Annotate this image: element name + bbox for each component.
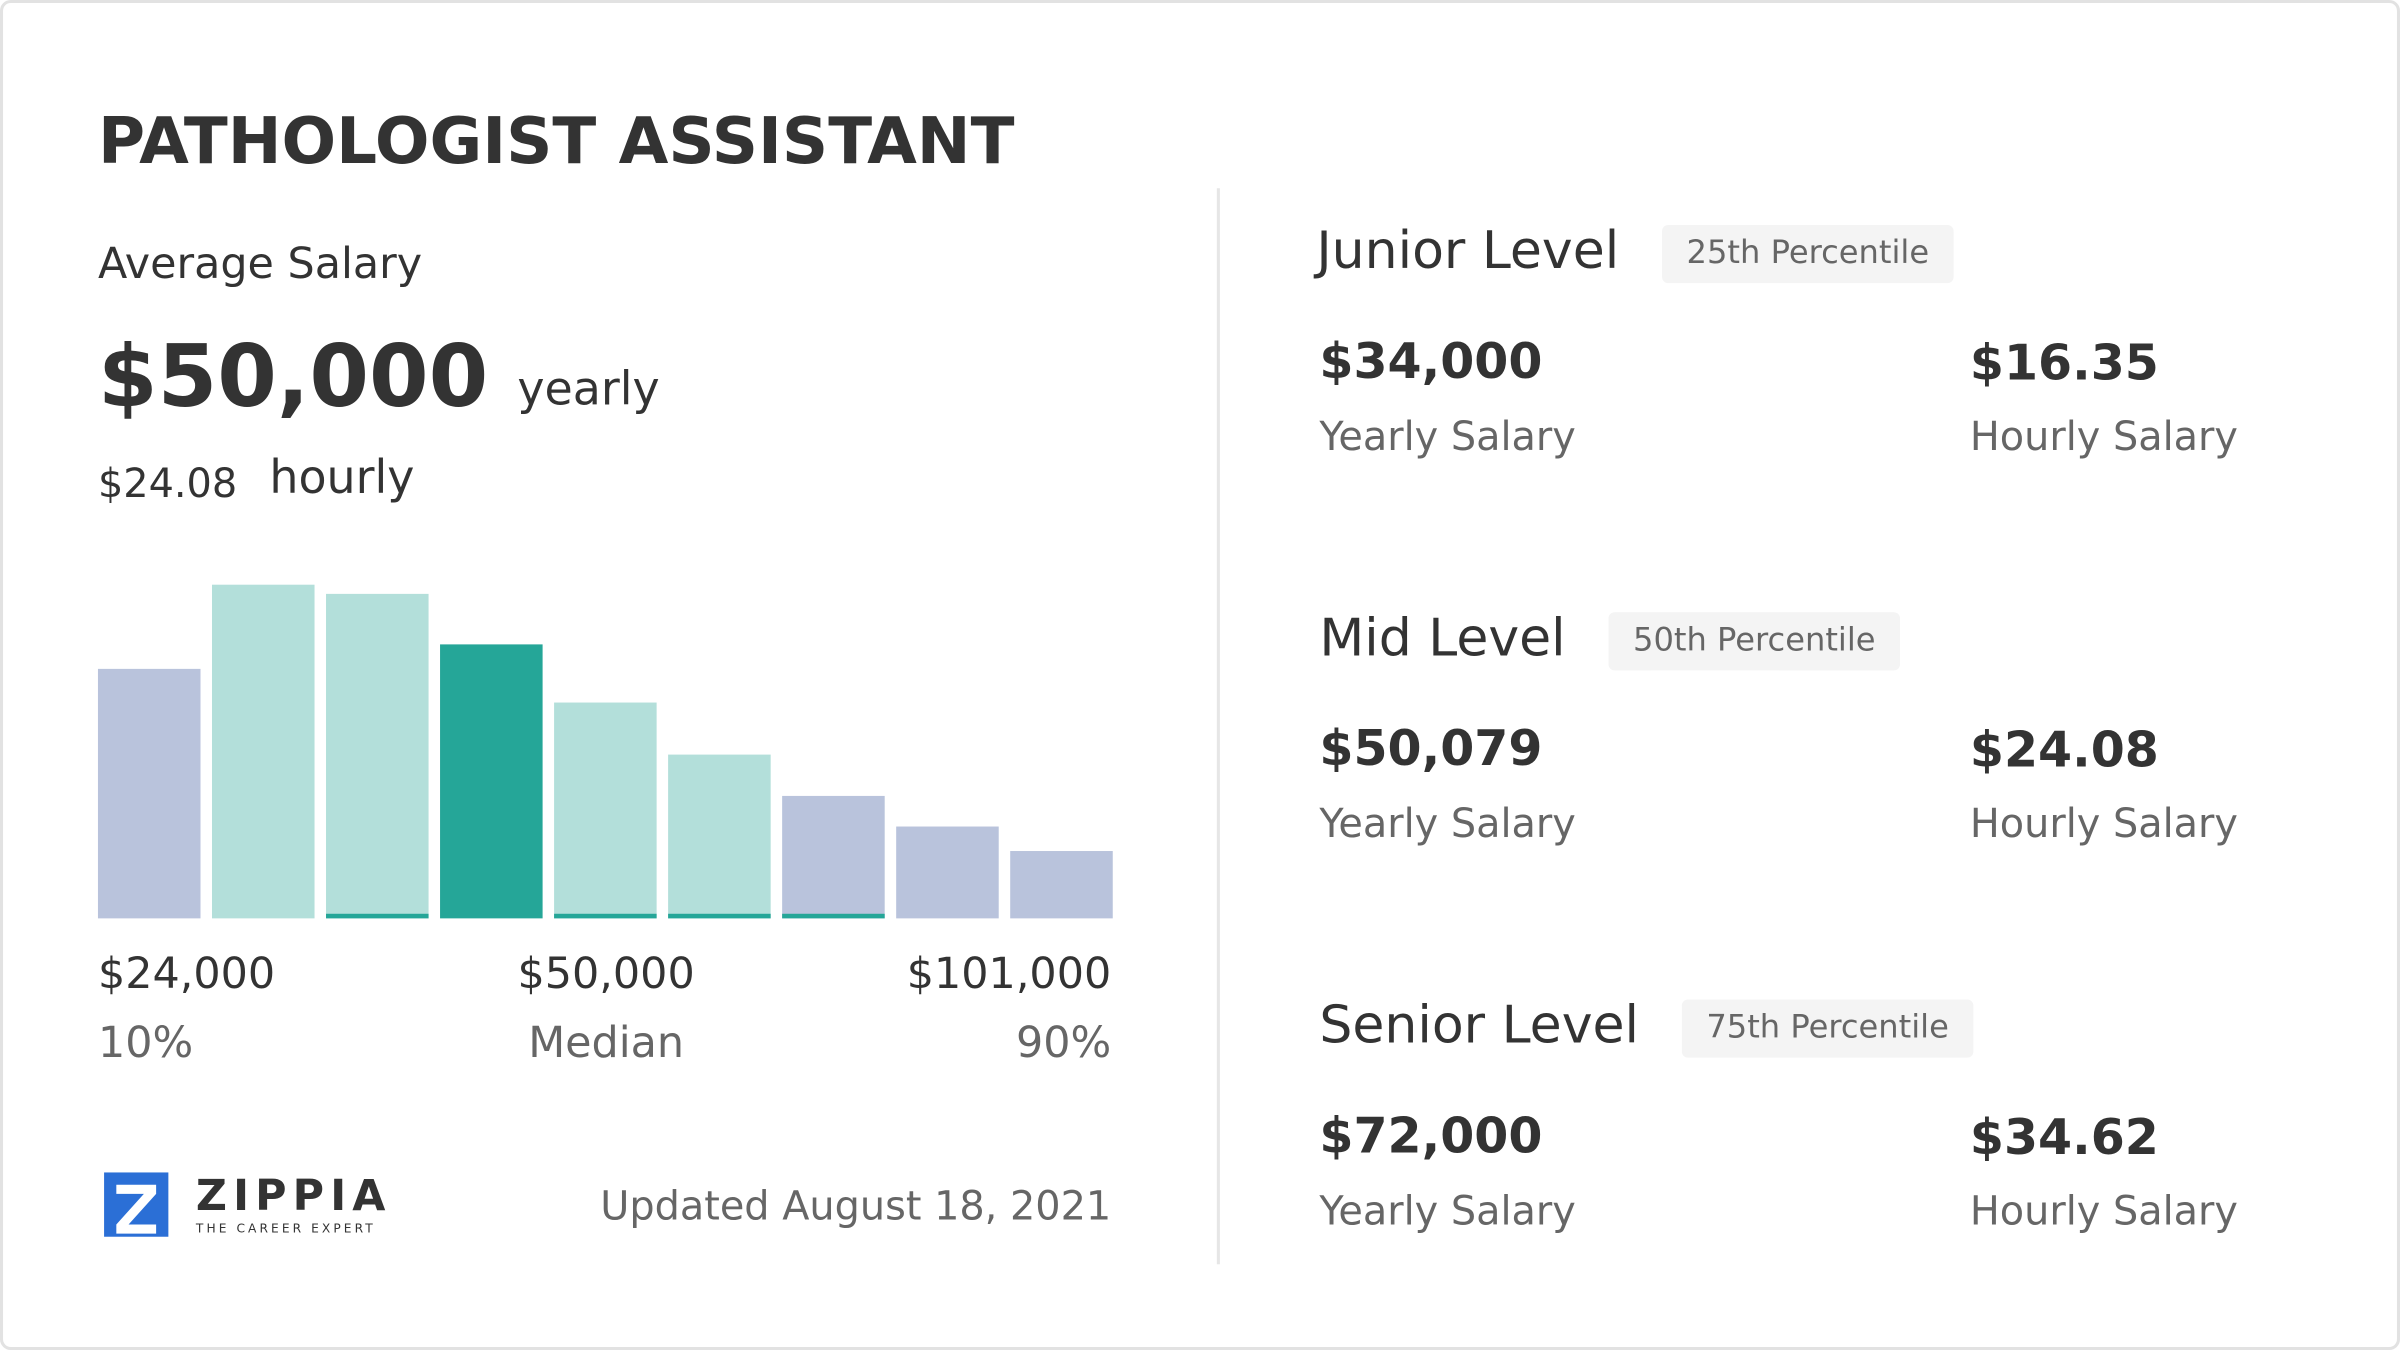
percentile-pill xyxy=(1681,999,1974,1058)
yearly-value: $50,079 xyxy=(1319,720,1542,777)
percentile: 25th Percentile xyxy=(1687,233,1930,271)
hourly-label: Hourly Salary xyxy=(1970,414,2238,460)
histogram-bar xyxy=(211,584,315,919)
marker-label: 90% xyxy=(1016,1018,1111,1068)
histogram-bar xyxy=(896,826,999,919)
yearly-value: $34,000 xyxy=(1319,333,1542,390)
hourly-value: $16.35 xyxy=(1970,334,2159,391)
hourly-label: Hourly Salary xyxy=(1970,801,2238,847)
level-name: Junior Level xyxy=(1313,221,1619,281)
histogram-bar xyxy=(97,668,201,919)
title: PATHOLOGIST ASSISTANT xyxy=(98,104,1015,179)
marker-label: Median xyxy=(528,1018,684,1068)
marker-value: $101,000 xyxy=(907,949,1111,999)
yearly-unit: yearly xyxy=(517,361,659,415)
hourly-value: $34.62 xyxy=(1970,1109,2159,1166)
average-yearly: $50,000 xyxy=(98,327,488,427)
histogram-bar xyxy=(326,593,429,919)
logo-name: ZIPPIA xyxy=(196,1171,392,1221)
marker-value: $24,000 xyxy=(98,949,275,999)
marker-label: 10% xyxy=(98,1018,193,1068)
histogram-bar xyxy=(554,702,657,919)
percentile-pill xyxy=(1608,612,1901,671)
bar-underline xyxy=(326,913,429,919)
yearly-label: Yearly Salary xyxy=(1318,1188,1575,1234)
histogram-bar xyxy=(440,644,543,919)
histogram-bar xyxy=(668,754,771,919)
hourly-value: $24.08 xyxy=(1970,722,2159,779)
yearly-label: Yearly Salary xyxy=(1318,801,1575,847)
hourly-unit: hourly xyxy=(269,450,414,504)
average-hourly: $24.08 xyxy=(98,461,237,507)
level-name: Senior Level xyxy=(1319,996,1639,1056)
marker-value: $50,000 xyxy=(518,949,695,999)
bar-underline xyxy=(782,913,885,919)
yearly-value: $72,000 xyxy=(1319,1107,1542,1164)
percentile-pill xyxy=(1662,225,1954,284)
average-label: Average Salary xyxy=(98,239,422,289)
percentile: 50th Percentile xyxy=(1633,620,1876,658)
logo-icon xyxy=(104,1172,169,1237)
histogram-bar xyxy=(1010,851,1113,919)
percentile: 75th Percentile xyxy=(1706,1008,1949,1046)
hourly-label: Hourly Salary xyxy=(1970,1188,2238,1234)
level-name: Mid Level xyxy=(1319,608,1565,668)
bar-underline xyxy=(668,913,771,919)
updated: Updated August 18, 2021 xyxy=(600,1184,1111,1230)
histogram-bar xyxy=(782,795,885,919)
yearly-label: Yearly Salary xyxy=(1318,414,1575,460)
logo-tagline: THE CAREER EXPERT xyxy=(195,1222,376,1236)
bar-underline xyxy=(554,913,657,919)
